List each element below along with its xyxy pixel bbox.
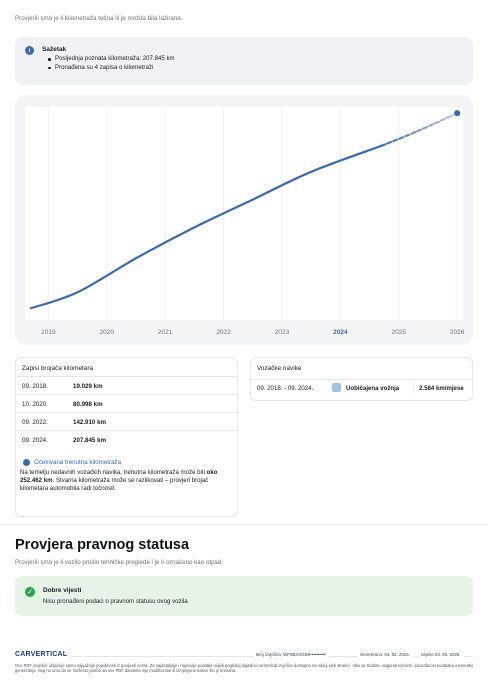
odometer-records-title: Zapisi brojača kilometara [22, 365, 94, 372]
odometer-row: 09. 2022. 142.910 km [16, 412, 237, 430]
odometer-value: 142.910 km [73, 419, 107, 426]
expected-mileage-value: oko 252.462 km [20, 469, 218, 485]
report-number: Broj izvješća: WF0BXXGD0•••••••••• [253, 652, 329, 657]
x-tick-label: 2026 [450, 329, 465, 336]
projected-mileage-line [380, 112, 459, 147]
driving-habits-card: Vozačke navike 09. 2018. - 09. 2024. Uob… [250, 357, 473, 401]
odometer-row: 09. 2018. 19.029 km [16, 376, 237, 394]
x-tick-label: 2021 [158, 329, 173, 336]
x-tick-label: 2024 [333, 329, 348, 336]
footer-divider [15, 656, 473, 657]
x-tick-label: 2023 [275, 329, 290, 336]
check-icon: ✓ [25, 587, 35, 597]
expiry-date: Istječe 03. 03. 2026. [418, 652, 464, 657]
mileage-chart: 2019 2020 2021 2022 2023 2024 2025 2026 [15, 95, 473, 345]
x-tick-label: 2025 [392, 329, 407, 336]
mileage-line [29, 144, 383, 310]
odometer-date: 09. 2018. [22, 383, 48, 390]
odometer-row: 09. 2024. 207.845 km [16, 430, 237, 448]
legal-status-heading: Provjera pravnog statusa [15, 537, 190, 553]
expected-mileage-title: Očekivana trenutna kilometraža [34, 459, 122, 466]
summary-title: Sažetak [42, 46, 67, 53]
section-intro: Provjerili smo je li kilometraža točna i… [15, 15, 183, 22]
summary-item: Posljednja poznata kilometraža: 207.845 … [48, 55, 175, 64]
x-tick-label: 2022 [216, 329, 231, 336]
usage-legend-swatch [332, 383, 341, 392]
mileage-chart-svg: 2019 2020 2021 2022 2023 2024 2025 2026 [25, 107, 465, 336]
odometer-date: 09. 2022. [22, 419, 48, 426]
generated-date: Generirano: 01. 02. 2026. [357, 652, 414, 657]
legal-status-subtitle: Provjerili smo je li vozilo prošlo tehni… [15, 559, 224, 566]
x-tick-label: 2019 [41, 329, 56, 336]
driving-type: Uobičajena vožnja [346, 385, 400, 392]
summary-list: Posljednja poznata kilometraža: 207.845 … [48, 55, 175, 72]
divider [413, 383, 414, 393]
odometer-value: 207.845 km [73, 437, 107, 444]
odometer-value: 80.998 km [73, 401, 103, 408]
odometer-date: 09. 2024. [22, 437, 48, 444]
odometer-records-card: Zapisi brojača kilometara 09. 2018. 19.0… [15, 357, 238, 517]
good-news-box: ✓ Dobre vijesti Nisu pronađeni podaci o … [15, 576, 473, 616]
expected-mileage-text: Na temelju nedavnih vozačkih navika, tre… [20, 469, 218, 493]
section-divider [0, 524, 488, 525]
driving-habits-title: Vozačke navike [257, 365, 302, 372]
odometer-value: 19.029 km [73, 383, 103, 390]
x-tick-label: 2020 [100, 329, 115, 336]
brand-logo: CARVERTICAL [15, 651, 72, 658]
current-estimate-point [453, 109, 462, 118]
driving-rate: 2.584 km/mjese [419, 385, 464, 392]
odometer-row: 10. 2020. 80.998 km [16, 394, 237, 412]
chart-plot-area [25, 107, 463, 320]
summary-item: Pronađena su 4 zapisa o kilometraži [48, 64, 175, 73]
odometer-date: 10. 2020. [22, 401, 48, 408]
expected-mileage-icon [23, 459, 30, 466]
divider [251, 379, 472, 380]
good-news-text: Nisu pronađeni podaci o pravnom statusu … [43, 598, 188, 605]
driving-date-range: 09. 2018. - 09. 2024. [257, 385, 314, 392]
summary-box: i Sažetak Posljednja poznata kilometraža… [15, 37, 473, 85]
info-icon: i [25, 46, 34, 55]
footer-disclaimer: Ovo PDF izvješće uključuje samo najvažni… [15, 663, 474, 674]
good-news-title: Dobre vijesti [43, 587, 82, 594]
